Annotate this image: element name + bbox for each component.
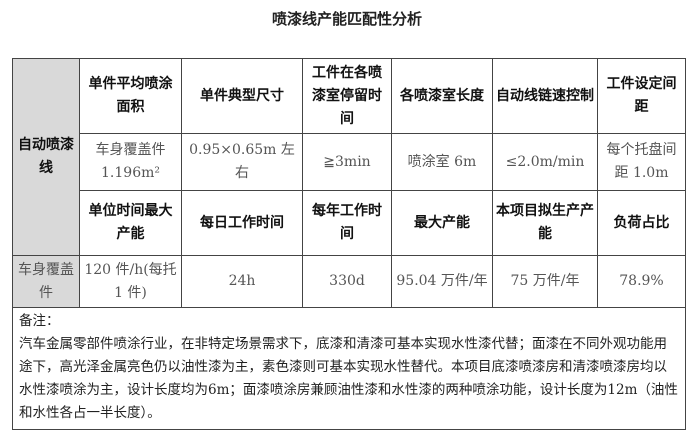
header-cell: 单位时间最大产能	[79, 190, 182, 256]
value-cell: ≧3min	[302, 133, 392, 191]
value-cell: 每个托盘间距 1.0m	[597, 133, 686, 191]
value-cell: 330d	[302, 255, 392, 308]
value-cell: ≤2.0m/min	[492, 133, 598, 191]
product-label: 车身覆盖件	[12, 255, 80, 308]
page-title: 喷漆线产能匹配性分析	[271, 10, 422, 28]
header-cell: 各喷漆室长度	[391, 58, 493, 134]
note-text: 汽车金属零部件喷涂行业，在非特定场景需求下，底漆和清漆可基本实现水性漆代替；面漆…	[19, 336, 678, 421]
header-cell: 本项目拟生产产能	[492, 190, 598, 256]
header-row-2: 单位时间最大产能 每日工作时间 每年工作时间 最大产能 本项目拟生产产能 负荷占…	[13, 190, 686, 256]
header-cell: 单件平均喷涂面积	[79, 58, 182, 134]
header-cell: 负荷占比	[597, 190, 686, 256]
header-cell: 每年工作时间	[302, 190, 392, 256]
value-cell: 78.9%	[597, 255, 686, 308]
value-cell: 0.95×0.65m 左右	[181, 133, 303, 191]
value-cell: 喷涂室 6m	[391, 133, 493, 191]
header-cell: 工件在各喷漆室停留时间	[302, 58, 392, 134]
value-cell: 75 万件/年	[492, 255, 598, 308]
capacity-table: 自动喷漆线 单件平均喷涂面积 单件典型尺寸 工件在各喷漆室停留时间 各喷漆室长度…	[12, 58, 686, 430]
value-cell: 120 件/h(每托 1 件)	[79, 255, 182, 308]
header-cell: 单件典型尺寸	[181, 58, 303, 134]
header-row-1: 自动喷漆线 单件平均喷涂面积 单件典型尺寸 工件在各喷漆室停留时间 各喷漆室长度…	[12, 58, 686, 256]
value-row-2: 车身覆盖件 120 件/h(每托 1 件) 24h 330d 95.04 万件/…	[12, 255, 686, 308]
header-cell: 工件设定间距	[597, 58, 686, 134]
value-cell: 车身覆盖件 1.196m²	[79, 133, 182, 191]
note-row: 备注： 汽车金属零部件喷涂行业，在非特定场景需求下，底漆和清漆可基本实现水性漆代…	[12, 307, 686, 430]
header-cell: 自动线链速控制	[492, 58, 598, 134]
note-cell: 备注： 汽车金属零部件喷涂行业，在非特定场景需求下，底漆和清漆可基本实现水性漆代…	[12, 307, 686, 430]
row-label: 自动喷漆线	[12, 58, 80, 256]
value-cell: 95.04 万件/年	[391, 255, 493, 308]
value-cell: 24h	[181, 255, 303, 308]
header-cell: 每日工作时间	[181, 190, 303, 256]
note-label: 备注：	[19, 313, 60, 329]
value-row-1: 车身覆盖件 1.196m² 0.95×0.65m 左右 ≧3min 喷涂室 6m…	[13, 133, 686, 191]
header-cell: 最大产能	[391, 190, 493, 256]
